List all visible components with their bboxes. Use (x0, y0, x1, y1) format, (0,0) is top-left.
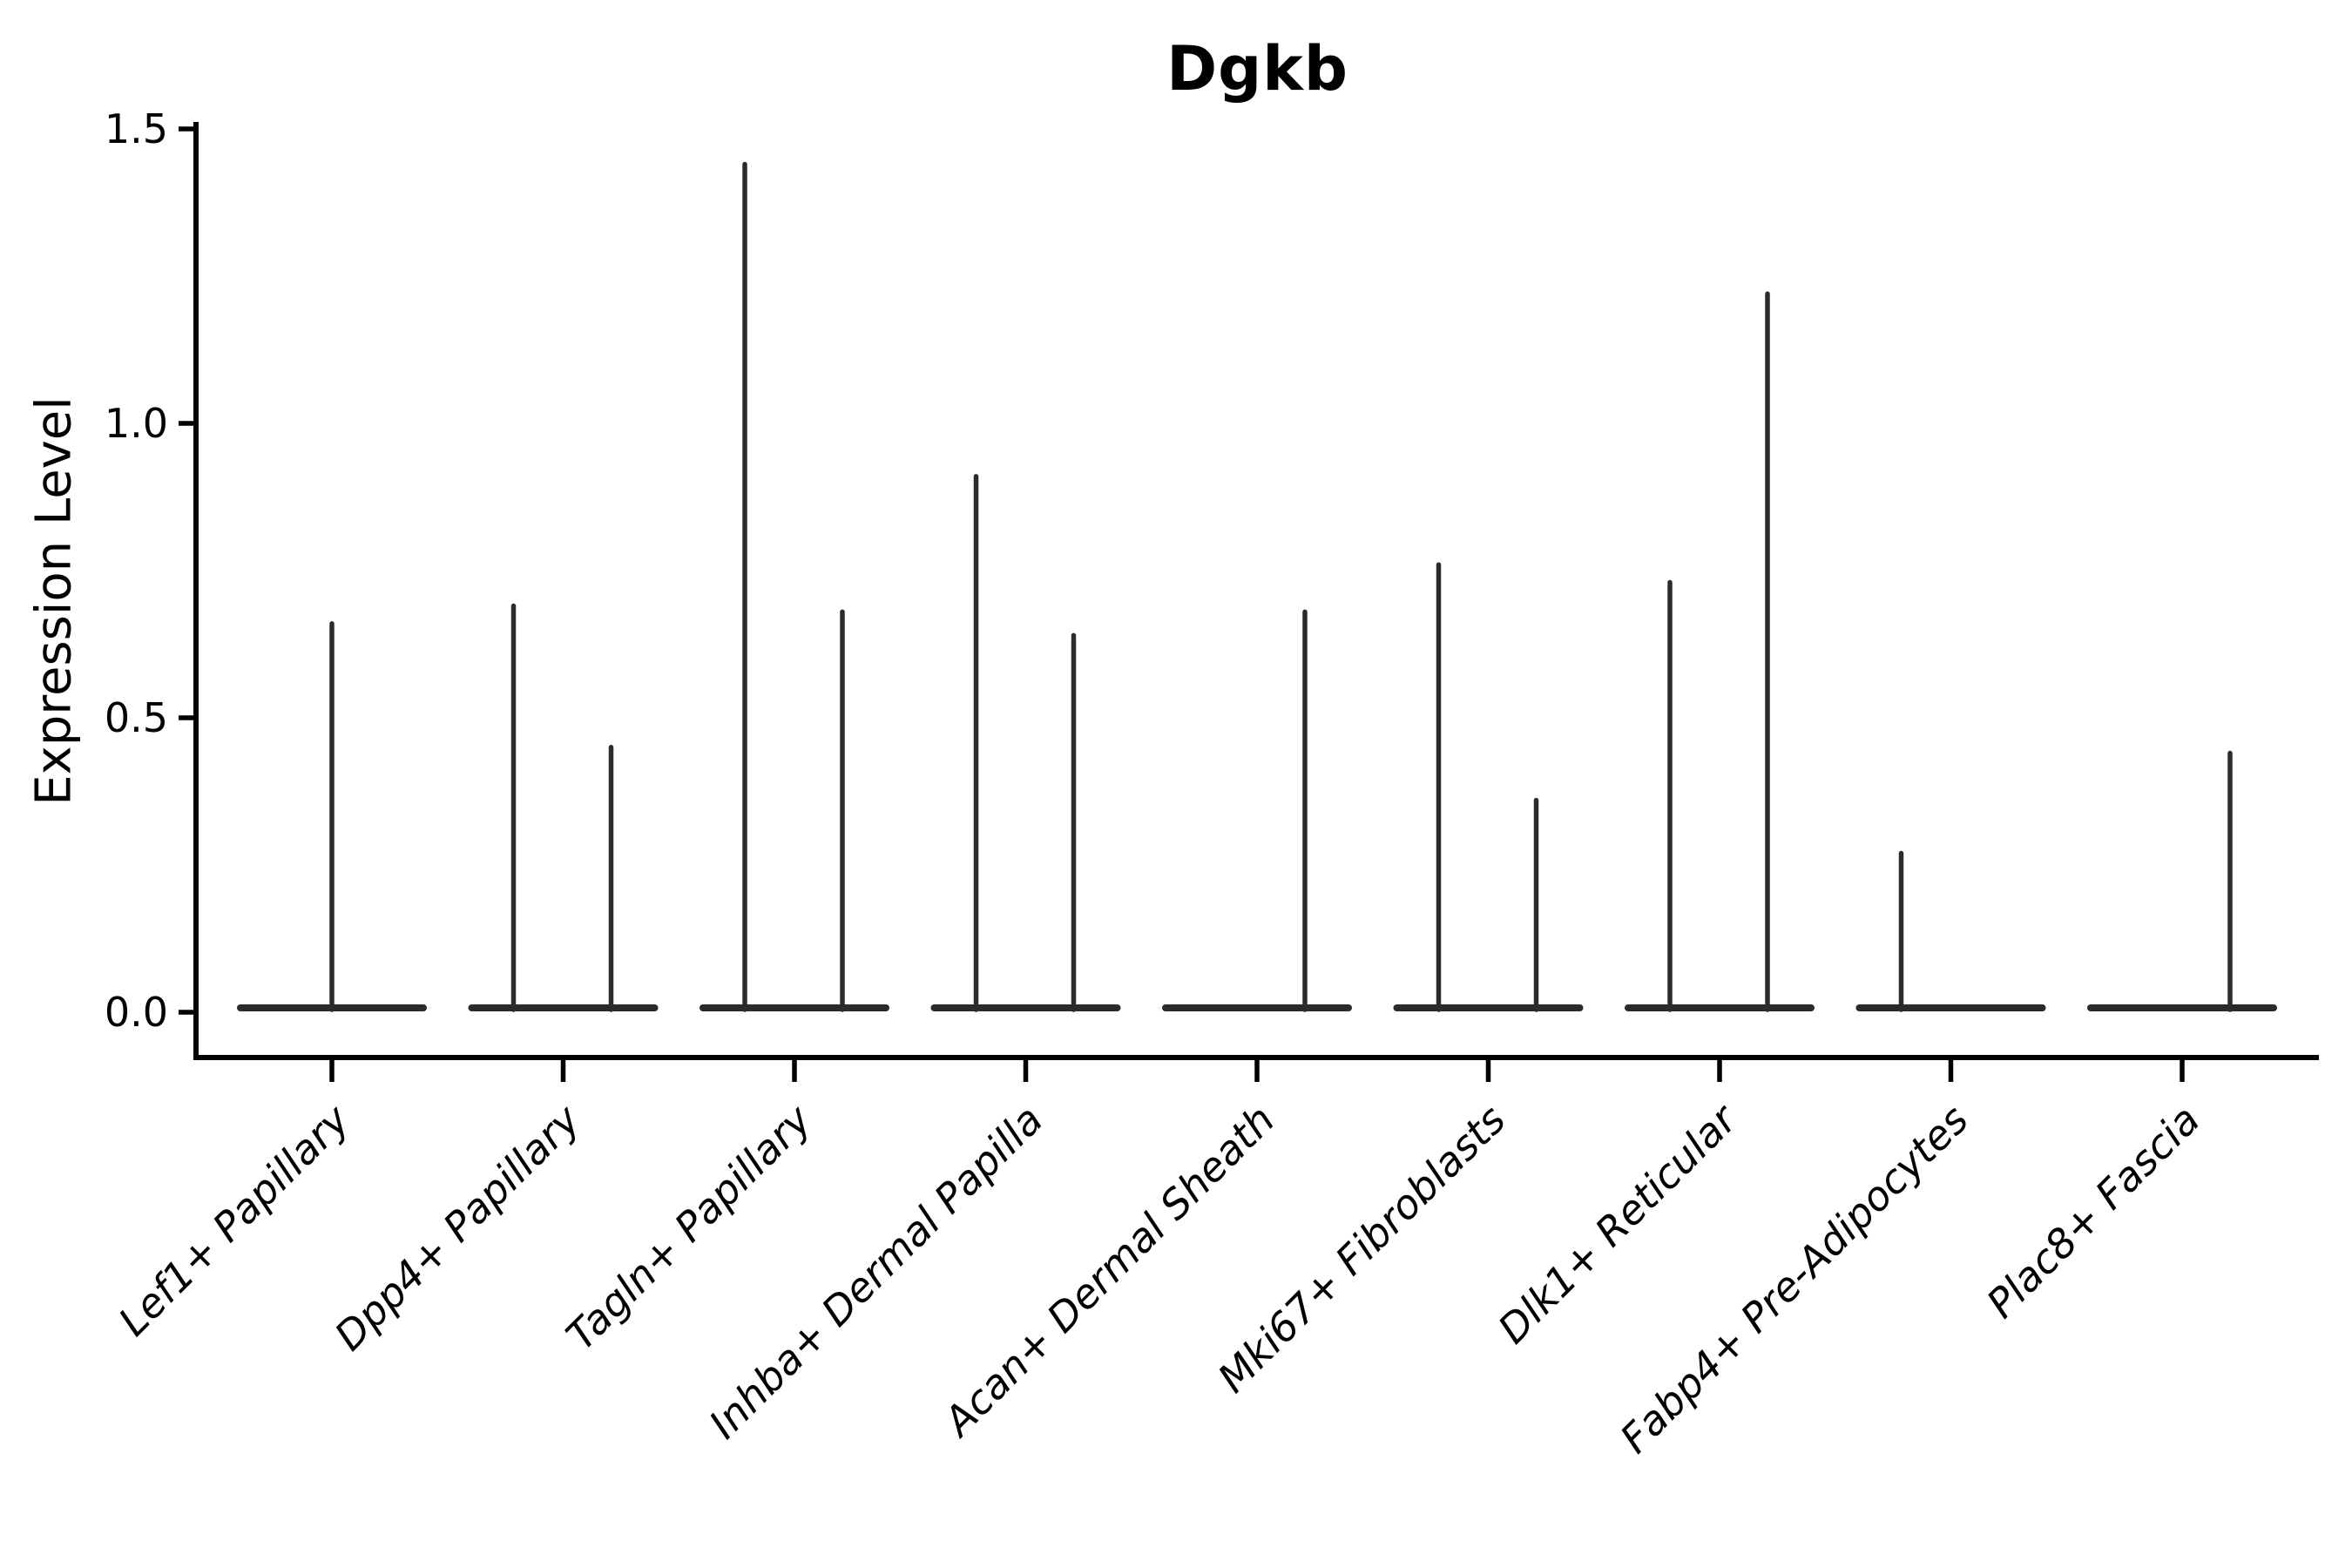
chart-title: Dgkb (1166, 33, 1348, 105)
y-tick-label: 1.5 (104, 105, 168, 152)
y-tick-label: 0.5 (104, 694, 168, 741)
y-tick-label: 1.0 (104, 400, 168, 447)
y-tick-label: 0.0 (104, 989, 168, 1036)
